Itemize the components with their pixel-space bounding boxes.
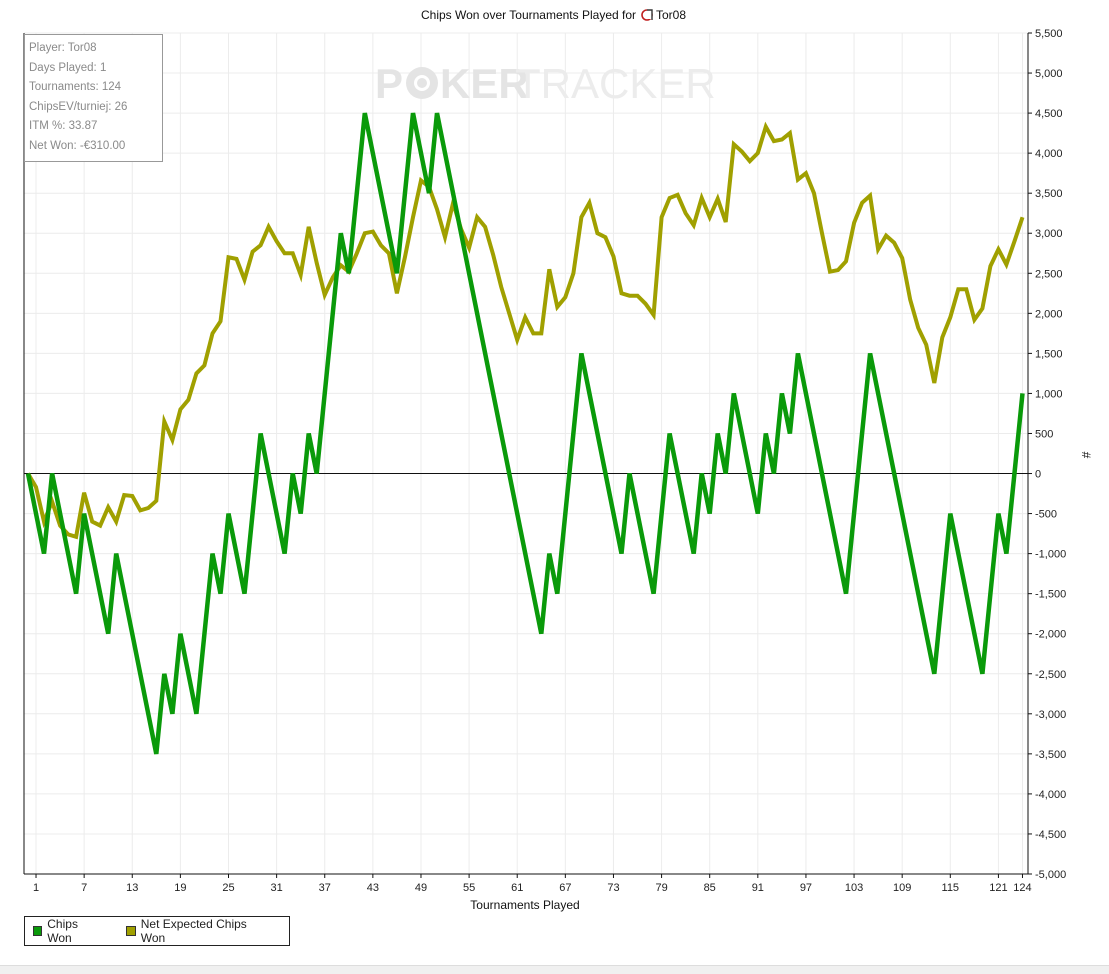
legend-swatch <box>126 926 135 936</box>
y-tick-label: 4,000 <box>1035 148 1063 160</box>
x-tick-label: 55 <box>463 882 475 894</box>
x-tick-label: 73 <box>607 882 619 894</box>
y-tick-label: 500 <box>1035 428 1053 440</box>
player-stats-box: Player: Tor08 Days Played: 1 Tournaments… <box>24 34 163 162</box>
legend-label: Net Expected Chips Won <box>141 917 263 945</box>
y-tick-label: -3,000 <box>1035 709 1066 721</box>
y-tick-label: 4,500 <box>1035 108 1063 120</box>
x-tick-label: 91 <box>752 882 764 894</box>
series-line-net-expected-chips-won <box>28 127 1023 537</box>
poker-chip-icon <box>406 67 438 99</box>
watermark-text-p: P <box>375 60 403 107</box>
chart-title-player: Tor08 <box>656 8 686 22</box>
chart-title-text: Chips Won over Tournaments Played for <box>421 8 636 22</box>
y-tick-label: -500 <box>1035 509 1057 521</box>
y-tick-label: -4,500 <box>1035 829 1066 841</box>
y-tick-label: 5,000 <box>1035 68 1063 80</box>
x-tick-label: 97 <box>800 882 812 894</box>
y-tick-label: 0 <box>1035 469 1041 481</box>
x-tick-label: 1 <box>33 882 39 894</box>
y-tick-label: 2,500 <box>1035 268 1063 280</box>
watermark-text-tracker: TRACKER <box>515 60 716 107</box>
legend-label: Chips Won <box>47 917 100 945</box>
x-tick-label: 109 <box>893 882 911 894</box>
y-tick-label: 2,000 <box>1035 308 1063 320</box>
chart-title: Chips Won over Tournaments Played for To… <box>421 8 686 22</box>
stat-player: Player: Tor08 <box>29 39 162 59</box>
stat-itm: ITM %: 33.87 <box>29 117 162 137</box>
x-tick-label: 121 <box>989 882 1007 894</box>
stat-tournaments: Tournaments: 124 <box>29 78 162 98</box>
x-tick-label: 61 <box>511 882 523 894</box>
x-tick-label: 67 <box>559 882 571 894</box>
stat-net-won: Net Won: -€310.00 <box>29 137 162 157</box>
x-tick-label: 13 <box>126 882 138 894</box>
x-tick-label: 31 <box>270 882 282 894</box>
y-tick-label: 1,500 <box>1035 348 1063 360</box>
y-tick-label: -2,500 <box>1035 669 1066 681</box>
stat-days-played: Days Played: 1 <box>29 59 162 79</box>
y-tick-label: -1,500 <box>1035 589 1066 601</box>
y-tick-label: -4,000 <box>1035 789 1066 801</box>
x-tick-label: 37 <box>319 882 331 894</box>
y-tick-label: 1,000 <box>1035 388 1063 400</box>
x-tick-label: 25 <box>222 882 234 894</box>
x-tick-label: 19 <box>174 882 186 894</box>
y-tick-label: 5,500 <box>1035 28 1063 40</box>
y-tick-label: 3,000 <box>1035 228 1063 240</box>
stat-chips-ev: ChipsEV/turniej: 26 <box>29 98 162 118</box>
tick-layer: 5,500 5,000 4,500 4,000 3,500 3,000 2,500 2,000… <box>33 28 1066 894</box>
y-tick-label: -5,000 <box>1035 869 1066 881</box>
x-tick-label: 79 <box>655 882 667 894</box>
x-tick-label: 124 <box>1013 882 1031 894</box>
x-tick-label: 103 <box>845 882 863 894</box>
legend-swatch <box>33 926 42 936</box>
y-tick-label: -1,000 <box>1035 549 1066 561</box>
grid <box>24 33 1028 874</box>
x-tick-label: 85 <box>704 882 716 894</box>
axes <box>24 33 1028 874</box>
player-site-icon <box>642 9 652 20</box>
x-tick-label: 43 <box>367 882 379 894</box>
y-tick-label: 3,500 <box>1035 188 1063 200</box>
legend-item-chips-won[interactable]: Chips Won <box>33 917 100 945</box>
legend: Chips Won Net Expected Chips Won <box>24 916 290 946</box>
y-axis-label: # <box>1079 452 1093 459</box>
watermark: P KER TRACKER <box>375 60 716 107</box>
y-tick-label: -2,000 <box>1035 629 1066 641</box>
x-tick-label: 115 <box>942 882 960 894</box>
y-tick-label: -3,500 <box>1035 749 1066 761</box>
x-tick-label: 49 <box>415 882 427 894</box>
x-axis-label: Tournaments Played <box>470 898 579 912</box>
x-tick-label: 7 <box>81 882 87 894</box>
legend-item-net-expected[interactable]: Net Expected Chips Won <box>126 917 263 945</box>
